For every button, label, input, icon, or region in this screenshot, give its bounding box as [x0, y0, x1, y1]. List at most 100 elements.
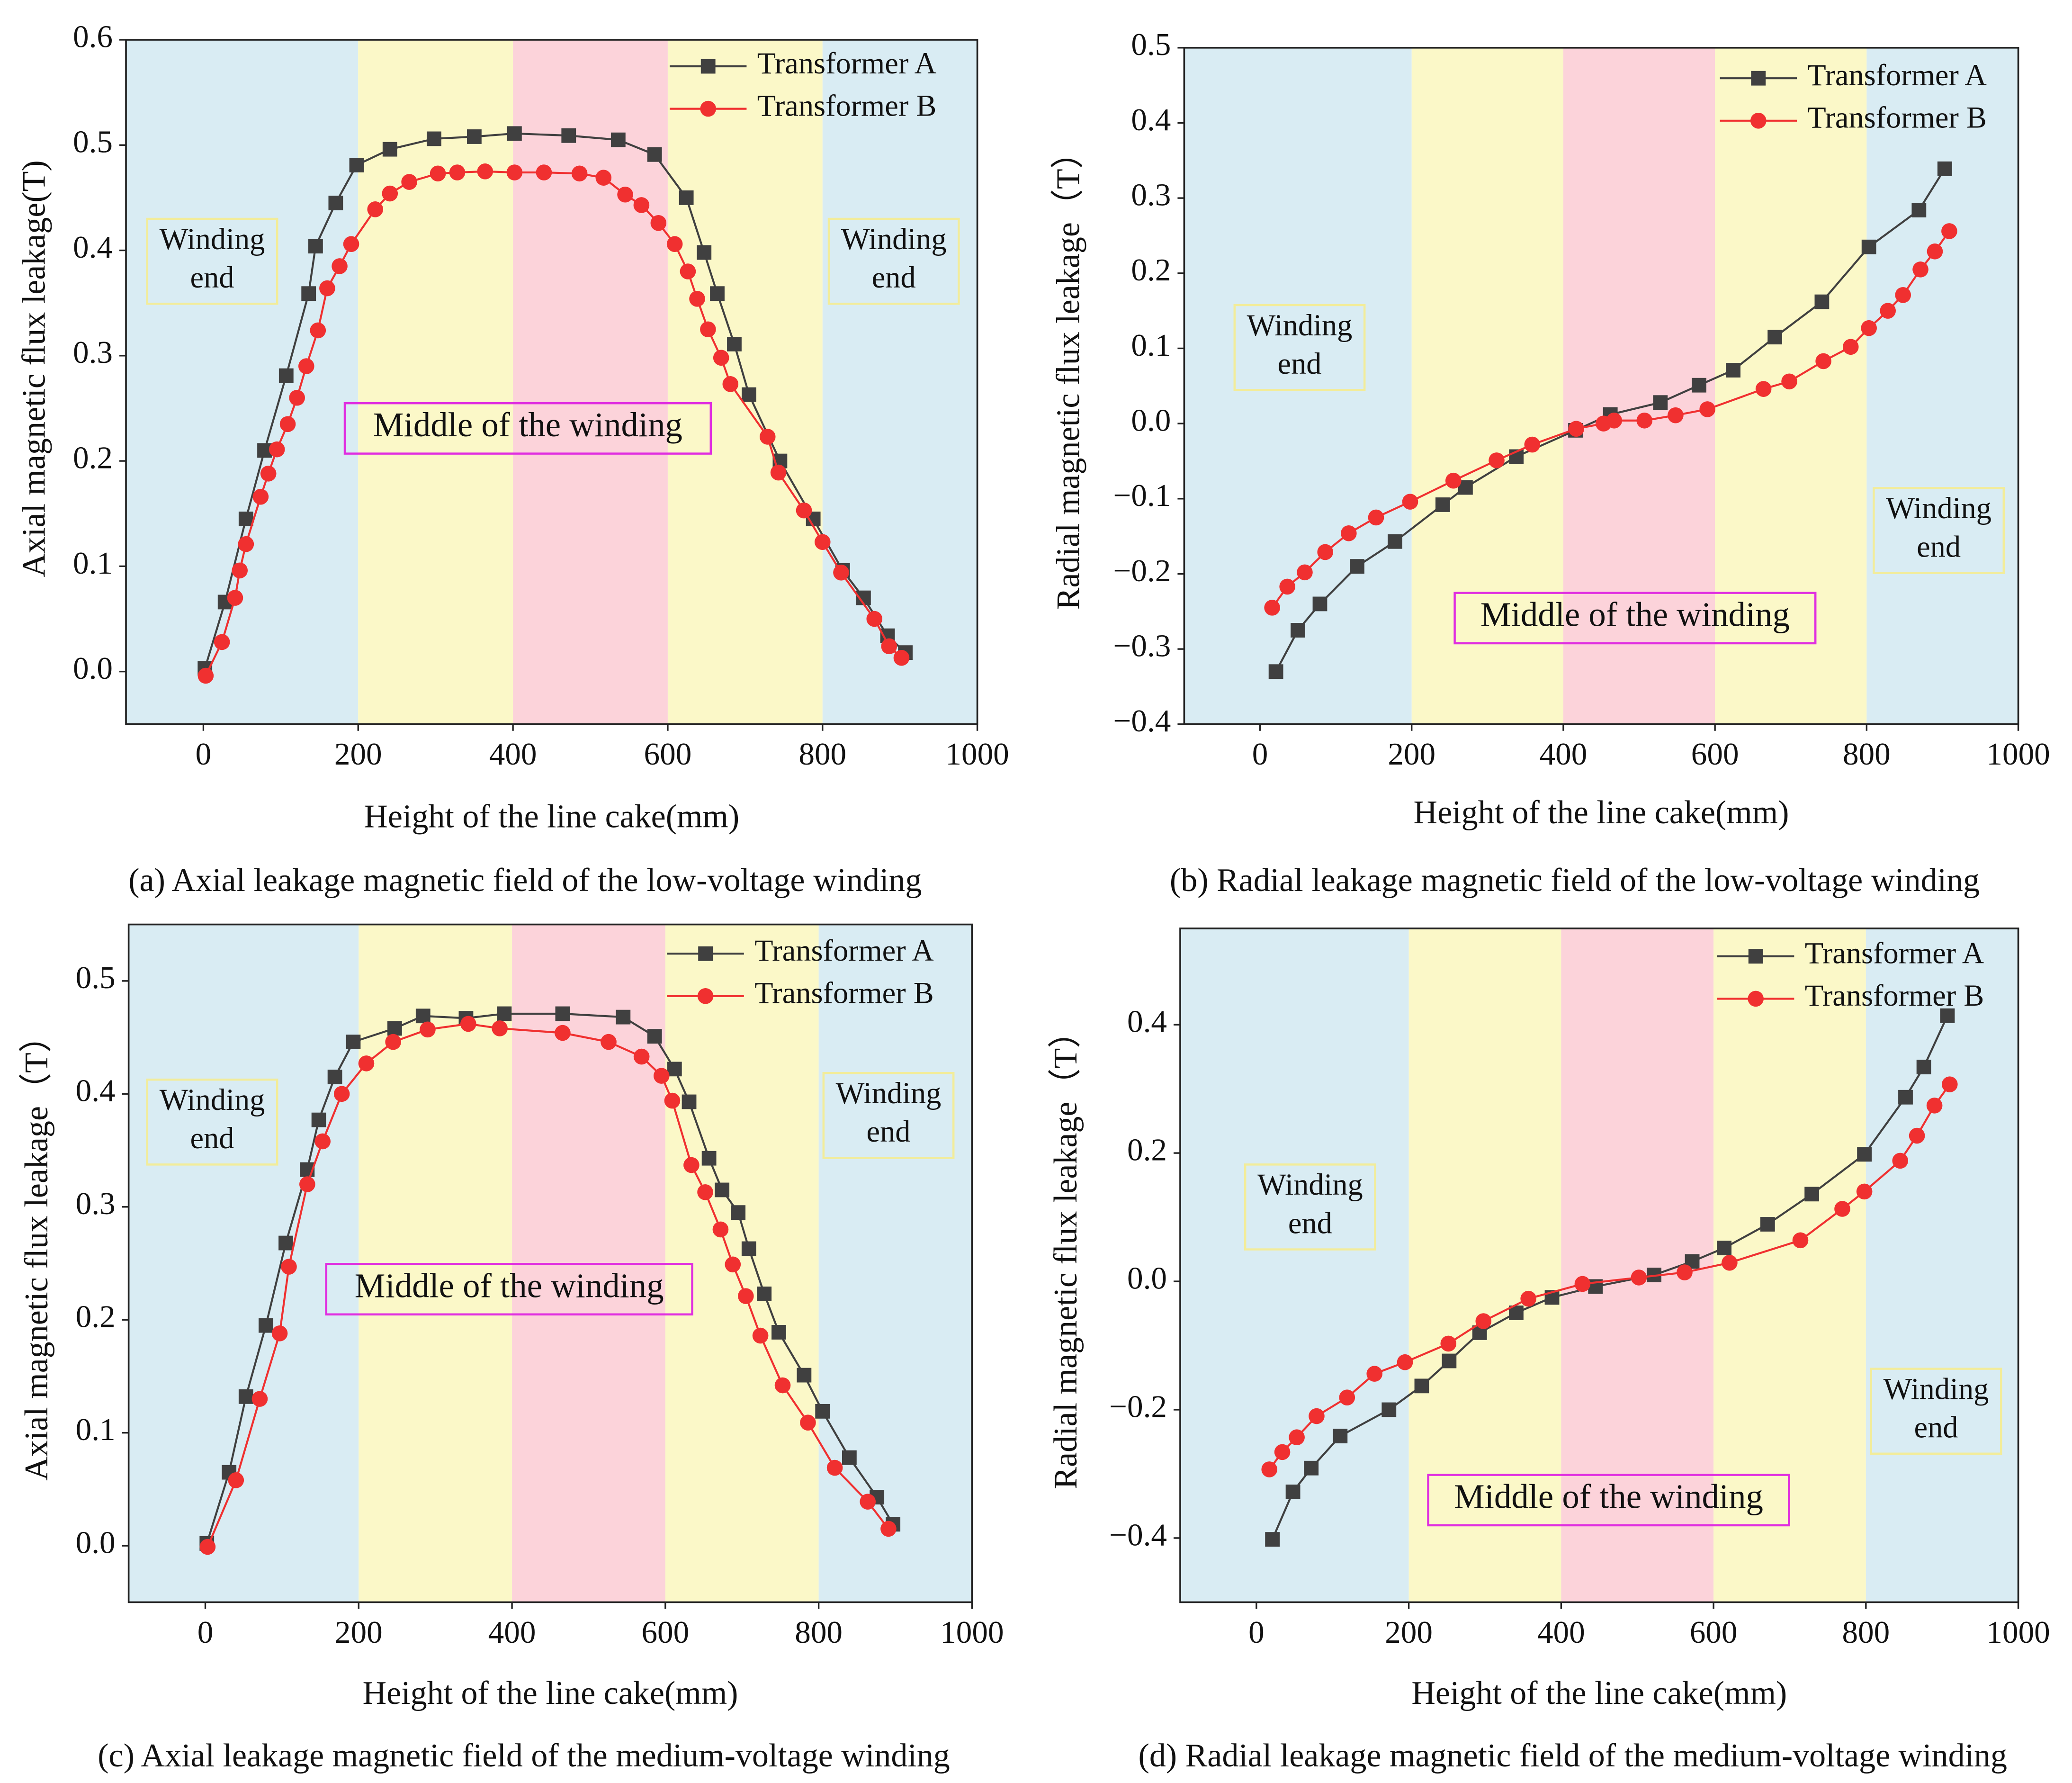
- marker-square: [1268, 664, 1283, 679]
- marker-square: [328, 196, 343, 210]
- marker-square: [1312, 596, 1328, 612]
- marker-circle: [697, 988, 714, 1004]
- x-tick-label: 600: [641, 1614, 689, 1650]
- region-band: [126, 39, 359, 724]
- marker-square: [679, 190, 694, 205]
- region-band: [1408, 928, 1561, 1603]
- marker-circle: [700, 100, 717, 117]
- x-tick-label: 600: [644, 736, 692, 772]
- marker-square: [1435, 497, 1450, 512]
- marker-circle: [1297, 564, 1313, 581]
- marker-circle: [1815, 353, 1831, 369]
- marker-square: [1748, 949, 1763, 964]
- marker-circle: [680, 263, 696, 279]
- marker-circle: [1289, 1429, 1305, 1446]
- marker-square: [327, 1070, 342, 1084]
- annotation-box: [146, 1078, 278, 1166]
- marker-circle: [1341, 525, 1357, 541]
- marker-square: [259, 1318, 273, 1333]
- x-tick-label: 0: [196, 736, 212, 772]
- marker-circle: [385, 1034, 401, 1050]
- marker-circle: [199, 1539, 216, 1555]
- y-tick-label: −0.4: [1113, 703, 1171, 738]
- marker-circle: [299, 1176, 315, 1192]
- marker-circle: [332, 258, 348, 274]
- region-band: [818, 924, 972, 1603]
- marker-square: [427, 131, 441, 146]
- y-tick-label: −0.4: [1109, 1517, 1167, 1552]
- marker-circle: [251, 1391, 268, 1407]
- marker-square: [1414, 1378, 1429, 1394]
- x-tick-label: 800: [798, 736, 846, 772]
- region-band: [1866, 47, 2018, 724]
- annotation-box: [1427, 1474, 1790, 1527]
- marker-circle: [1264, 600, 1280, 616]
- y-tick-label: 0.2: [76, 1299, 116, 1334]
- x-tick-label: 200: [1385, 1614, 1433, 1650]
- marker-square: [349, 158, 364, 172]
- marker-circle: [506, 164, 523, 180]
- marker-square: [561, 128, 576, 143]
- y-tick-label: 0.5: [73, 124, 113, 160]
- marker-square: [647, 1029, 662, 1044]
- marker-square: [1937, 161, 1952, 176]
- annotation-box: [146, 217, 278, 305]
- marker-circle: [759, 429, 776, 445]
- marker-square: [698, 946, 713, 961]
- y-tick-label: 0.2: [1127, 1132, 1167, 1168]
- marker-circle: [738, 1288, 754, 1304]
- marker-square: [387, 1021, 402, 1036]
- marker-square: [1804, 1187, 1820, 1202]
- marker-circle: [1445, 472, 1462, 489]
- y-tick-label: 0.4: [73, 229, 113, 265]
- marker-square: [701, 1151, 717, 1166]
- marker-circle: [866, 611, 883, 627]
- marker-circle: [1856, 1183, 1873, 1200]
- marker-circle: [310, 322, 326, 339]
- marker-circle: [1722, 1254, 1738, 1271]
- marker-circle: [228, 1472, 244, 1488]
- x-tick-label: 600: [1690, 1614, 1738, 1650]
- marker-circle: [536, 164, 552, 180]
- x-axis-label: Height of the line cake(mm): [1411, 1675, 1787, 1711]
- marker-circle: [279, 416, 296, 432]
- annotation-text: Middle of the winding: [1480, 595, 1790, 633]
- marker-circle: [1912, 261, 1928, 278]
- region-band: [1180, 928, 1409, 1603]
- marker-circle: [1781, 373, 1797, 390]
- marker-circle: [281, 1259, 297, 1275]
- marker-circle: [1631, 1270, 1647, 1286]
- x-tick-label: 0: [1248, 1614, 1265, 1650]
- x-tick-label: 200: [334, 736, 382, 772]
- marker-circle: [833, 564, 849, 581]
- marker-square: [466, 129, 482, 144]
- marker-square: [507, 126, 522, 141]
- marker-circle: [1636, 412, 1653, 429]
- marker-circle: [725, 1256, 741, 1273]
- x-axis-label: Height of the line cake(mm): [1414, 794, 1789, 831]
- annotation-text: Winding: [1247, 308, 1353, 342]
- marker-square: [497, 1006, 512, 1021]
- marker-circle: [595, 170, 612, 186]
- y-tick-label: 0.4: [1131, 102, 1171, 137]
- marker-circle: [1440, 1335, 1457, 1352]
- marker-circle: [1941, 223, 1957, 239]
- marker-square: [1350, 559, 1364, 574]
- series-line: [1271, 1015, 1948, 1540]
- annotation-text: end: [190, 261, 234, 294]
- x-tick-label: 0: [197, 1614, 214, 1650]
- marker-square: [1291, 623, 1305, 638]
- x-tick-label: 1000: [1986, 736, 2050, 772]
- marker-circle: [650, 215, 667, 231]
- marker-circle: [617, 186, 633, 203]
- plot-frame: [127, 923, 973, 1603]
- marker-circle: [232, 562, 248, 579]
- plot-frame: [125, 39, 978, 725]
- marker-circle: [1606, 412, 1623, 429]
- marker-square: [1857, 1147, 1872, 1162]
- region-band: [513, 39, 668, 724]
- marker-circle: [343, 236, 359, 252]
- marker-circle: [893, 649, 910, 666]
